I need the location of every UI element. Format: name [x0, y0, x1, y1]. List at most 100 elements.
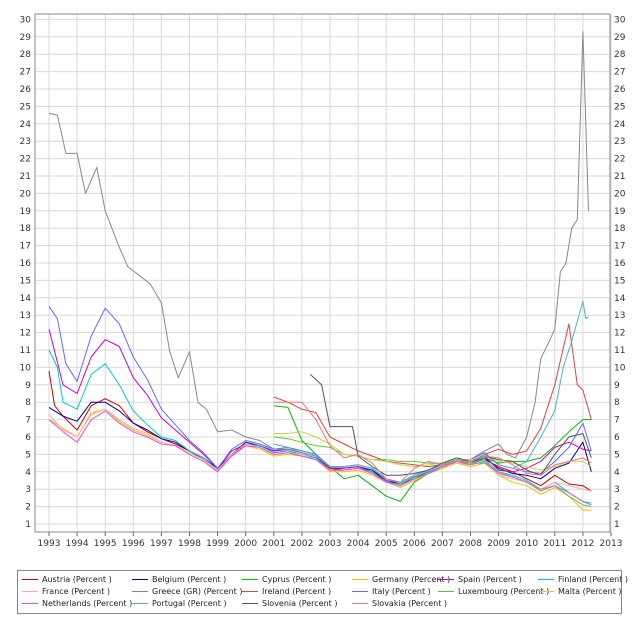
legend-swatch: [132, 591, 148, 592]
series-line-12: [48, 410, 592, 506]
y-tick-label-left: 22: [20, 155, 31, 165]
y-tick-label-left: 14: [20, 294, 32, 304]
legend-label: Luxembourg (Percent ): [458, 587, 550, 596]
y-tick-label-left: 5: [25, 450, 31, 460]
y-tick-label-left: 10: [20, 363, 32, 373]
legend-label: Austria (Percent ): [42, 575, 112, 584]
y-tick-label-left: 29: [20, 33, 32, 43]
x-tick-label: 2012: [571, 539, 594, 549]
y-tick-label-left: 20: [20, 189, 32, 199]
legend-swatch: [22, 603, 38, 604]
x-tick-label: 2004: [347, 539, 370, 549]
y-tick-label-left: 9: [25, 381, 31, 391]
legend-swatch: [22, 579, 38, 580]
legend-label: Cyprus (Percent ): [262, 575, 332, 584]
y-tick-label-right: 17: [614, 242, 625, 252]
y-tick-label-right: 28: [614, 50, 626, 60]
y-tick-label-left: 6: [25, 433, 31, 443]
y-tick-label-left: 25: [20, 102, 31, 112]
x-tick-label: 1993: [38, 539, 61, 549]
legend-label: Belgium (Percent ): [152, 575, 227, 584]
legend-swatch: [22, 591, 38, 592]
x-tick-label: 2007: [431, 539, 454, 549]
x-tick-label: 2000: [234, 539, 257, 549]
y-tick-label-right: 24: [614, 120, 626, 130]
x-tick-label: 1996: [122, 539, 145, 549]
series-line-3: [48, 408, 592, 511]
legend-label: Slovenia (Percent ): [262, 599, 338, 608]
y-tick-label-left: 28: [20, 50, 32, 60]
legend-item: France (Percent ): [22, 587, 110, 599]
legend-item: Spain (Percent ): [438, 575, 522, 587]
y-tick-label-right: 5: [614, 450, 620, 460]
legend-item: Cyprus (Percent ): [242, 575, 331, 587]
legend-item: Greece (GR) (Percent ): [132, 587, 242, 599]
series-line-15: [273, 401, 592, 483]
y-tick-label-right: 29: [614, 33, 626, 43]
x-tick-label: 2013: [600, 539, 623, 549]
y-tick-label-left: 30: [20, 15, 32, 25]
legend-label: Greece (GR) (Percent ): [152, 587, 243, 596]
y-tick-label-right: 15: [614, 276, 625, 286]
legend-swatch: [242, 603, 258, 604]
legend-swatch: [132, 579, 148, 580]
y-tick-label-right: 8: [614, 398, 620, 408]
legend-label: Germany (Percent ): [372, 575, 451, 584]
x-tick-label: 1994: [66, 539, 89, 549]
legend-item: Portugal (Percent ): [132, 599, 227, 611]
x-tick-label: 2010: [515, 539, 538, 549]
legend-item: Italy (Percent ): [352, 587, 431, 599]
legend-swatch: [538, 579, 554, 580]
y-tick-label-left: 7: [25, 416, 31, 426]
x-tick-label: 2005: [375, 539, 398, 549]
y-tick-label-left: 27: [20, 68, 31, 78]
legend-swatch: [242, 591, 258, 592]
y-tick-label-left: 2: [25, 503, 31, 513]
legend-label: Malta (Percent ): [558, 587, 622, 596]
x-tick-label: 2009: [487, 539, 510, 549]
legend-swatch: [242, 579, 258, 580]
y-tick-label-right: 19: [614, 207, 626, 217]
legend-item: Malta (Percent ): [538, 587, 622, 599]
y-tick-label-left: 4: [25, 468, 31, 478]
y-tick-label-left: 3: [25, 485, 31, 495]
legend-swatch: [132, 603, 148, 604]
series-line-11: [273, 431, 592, 471]
x-tick-label: 2002: [290, 539, 313, 549]
x-tick-label: 2011: [543, 539, 566, 549]
y-tick-label-left: 19: [20, 207, 32, 217]
legend-item: Austria (Percent ): [22, 575, 112, 587]
y-tick-label-right: 26: [614, 85, 626, 95]
y-tick-label-left: 23: [20, 137, 31, 147]
legend: Austria (Percent ) Belgium (Percent ) Cypr…: [17, 570, 628, 614]
y-tick-label-right: 7: [614, 416, 620, 426]
legend-label: Ireland (Percent ): [262, 587, 332, 596]
legend-swatch: [538, 591, 554, 592]
plot-background: [35, 14, 610, 532]
y-tick-label-right: 4: [614, 468, 620, 478]
y-tick-label-left: 16: [20, 259, 32, 269]
legend-item: Ireland (Percent ): [242, 587, 331, 599]
x-tick-label: 1995: [94, 539, 117, 549]
legend-label: Portugal (Percent ): [152, 599, 227, 608]
series-line-14: [309, 374, 592, 476]
y-tick-label-right: 9: [614, 381, 620, 391]
x-tick-label: 1998: [178, 539, 201, 549]
y-tick-label-left: 8: [25, 398, 31, 408]
y-tick-label-right: 6: [614, 433, 620, 443]
legend-item: Luxembourg (Percent ): [438, 587, 549, 599]
legend-label: France (Percent ): [42, 587, 111, 596]
y-tick-label-right: 16: [614, 259, 626, 269]
y-tick-label-right: 21: [614, 172, 625, 182]
y-tick-label-left: 12: [20, 329, 31, 339]
y-tick-label-right: 2: [614, 503, 620, 513]
x-tick-label: 2008: [459, 539, 482, 549]
y-tick-label-right: 14: [614, 294, 626, 304]
y-tick-label-left: 21: [20, 172, 31, 182]
plot-frame: [34, 13, 611, 533]
legend-label: Spain (Percent ): [458, 575, 522, 584]
grid: [35, 14, 612, 532]
legend-label: Finland (Percent ): [558, 575, 629, 584]
